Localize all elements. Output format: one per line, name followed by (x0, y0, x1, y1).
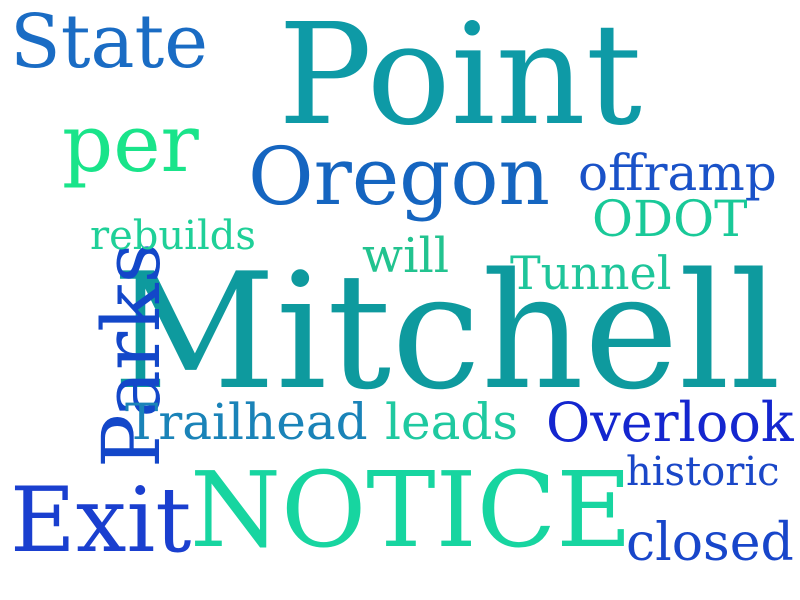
word-mitchell: Mitchell (112, 238, 781, 425)
word-tunnel: Tunnel (510, 246, 672, 300)
word-closed: closed (626, 513, 794, 573)
word-oregon: Oregon (248, 130, 551, 223)
word-per: per (62, 97, 199, 190)
word-historic: historic (626, 449, 780, 495)
word-notice: NOTICE (190, 449, 633, 571)
word-rebuilds: rebuilds (90, 213, 256, 259)
word-trailhead: Trailhead (125, 393, 368, 451)
word-leads: leads (385, 393, 519, 451)
word-state: State (10, 0, 209, 85)
word-will: will (362, 228, 450, 284)
word-exit: Exit (10, 468, 192, 573)
word-point: Point (278, 0, 643, 157)
word-offramp: offramp (578, 144, 777, 202)
word-odot: ODOT (592, 190, 748, 248)
word-overlook: Overlook (546, 391, 794, 454)
